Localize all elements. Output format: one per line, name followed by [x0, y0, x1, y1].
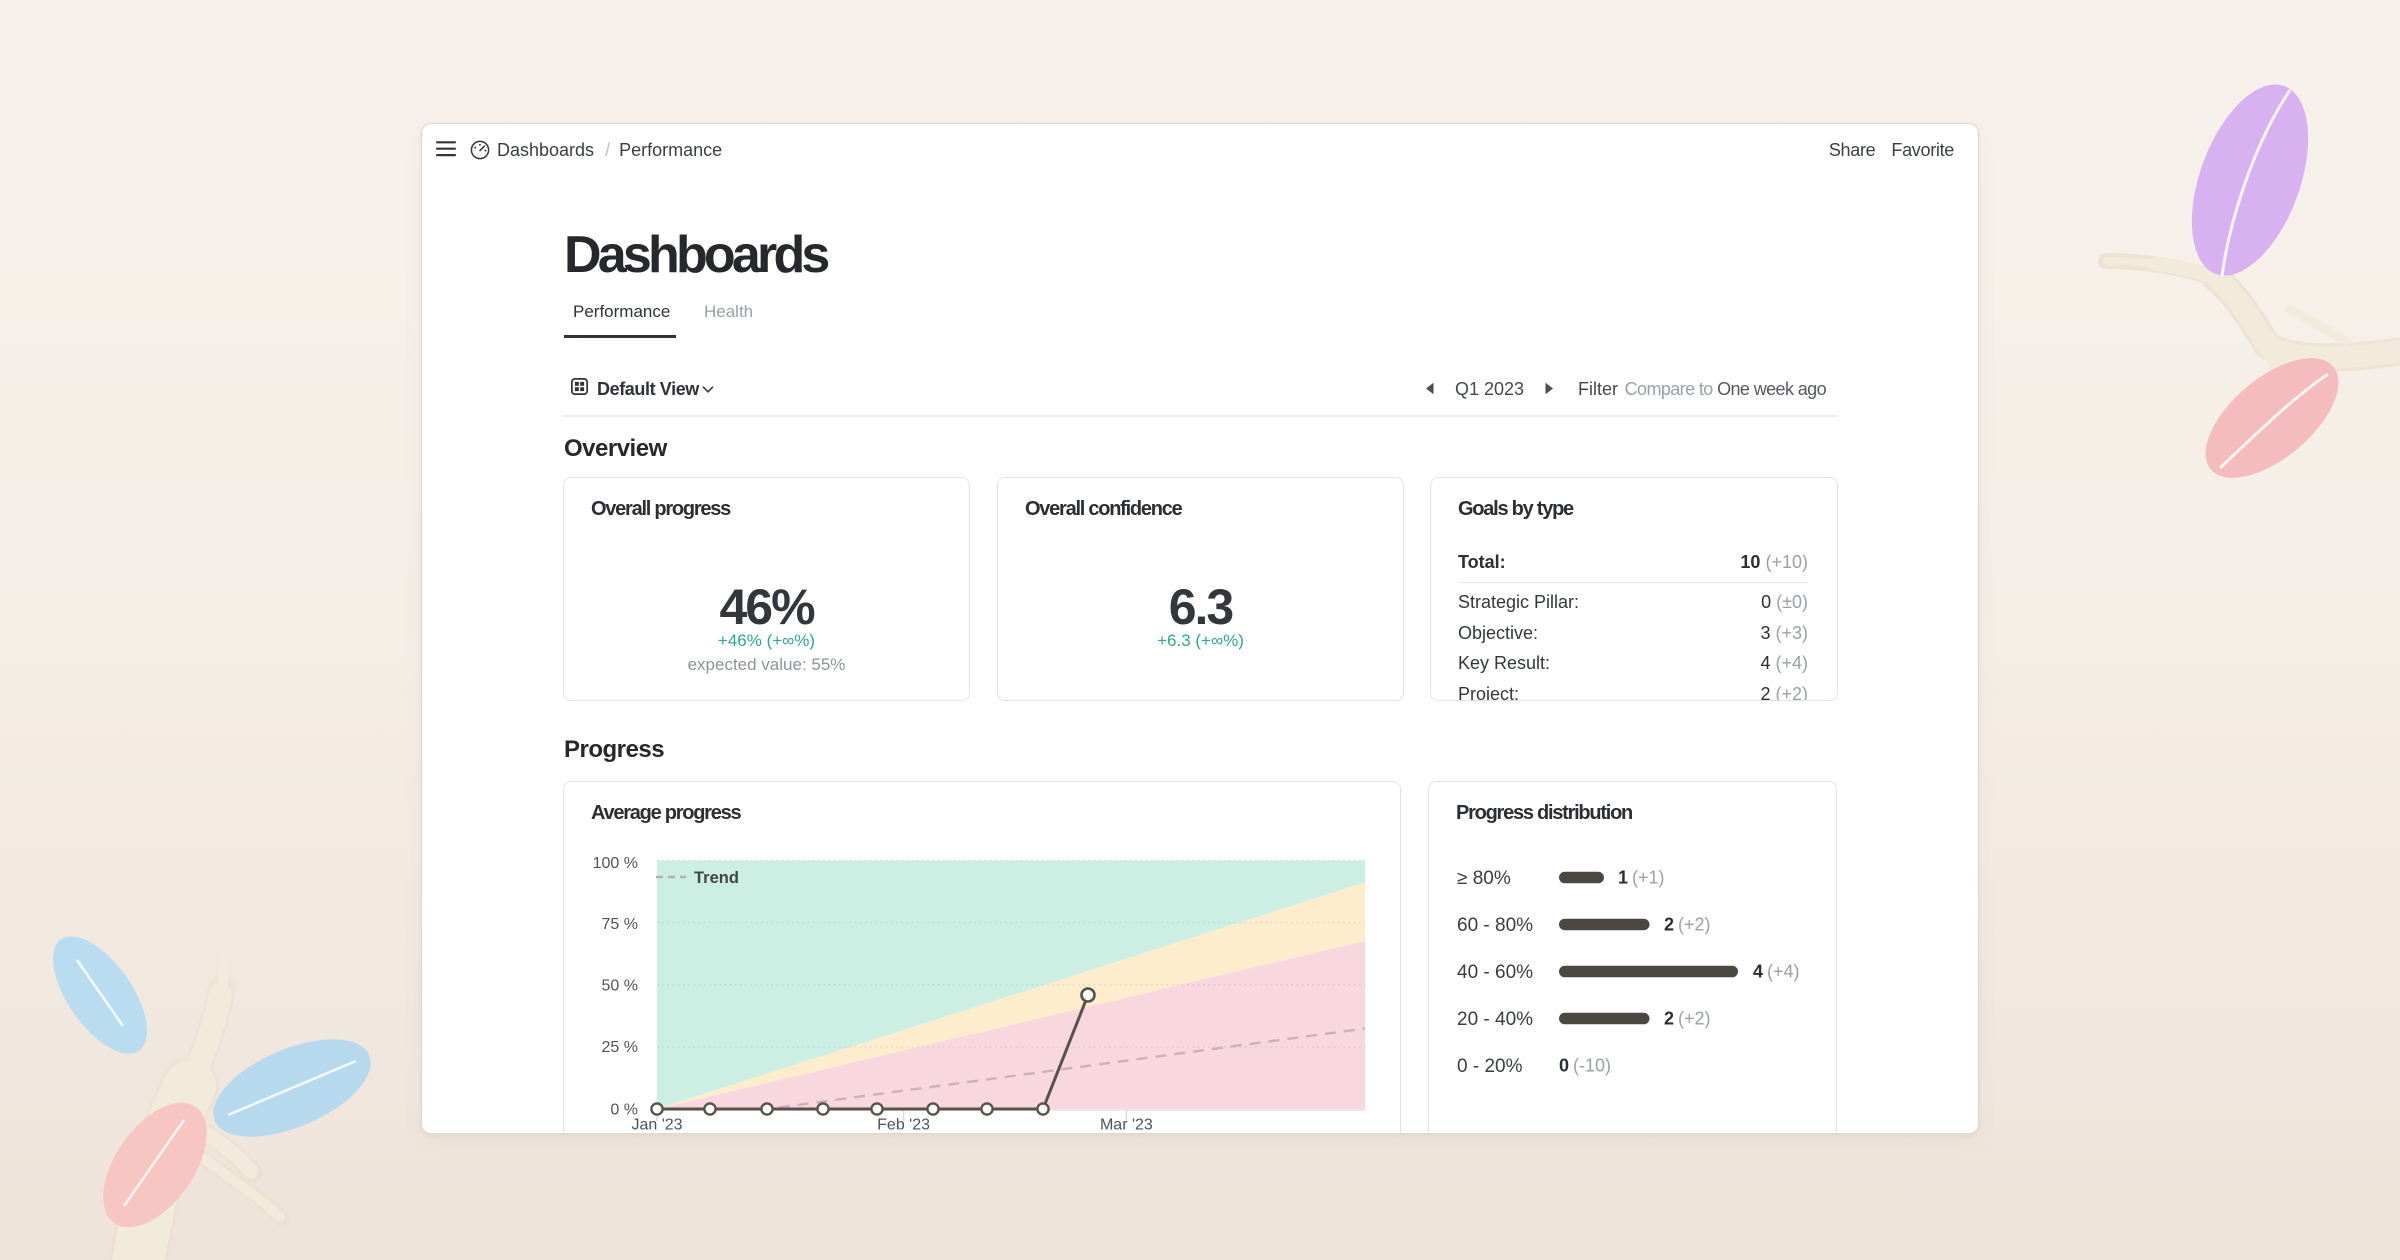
- svg-text:0 %: 0 %: [610, 1101, 638, 1118]
- svg-text:40 - 60%: 40 - 60%: [1457, 962, 1533, 983]
- svg-text:0 - 20%: 0 - 20%: [1457, 1056, 1523, 1077]
- svg-text:(+2): (+2): [1678, 1009, 1711, 1029]
- svg-text:2: 2: [1664, 915, 1674, 935]
- svg-text:(+2): (+2): [1678, 915, 1711, 935]
- svg-text:Mar '23: Mar '23: [1100, 1117, 1153, 1134]
- svg-text:25 %: 25 %: [602, 1039, 638, 1056]
- svg-text:1: 1: [1618, 868, 1628, 888]
- svg-text:(-10): (-10): [1573, 1056, 1611, 1076]
- svg-text:Jan '23: Jan '23: [631, 1117, 682, 1134]
- svg-text:Feb '23: Feb '23: [877, 1117, 930, 1134]
- svg-text:75 %: 75 %: [602, 916, 638, 933]
- svg-text:50 %: 50 %: [602, 978, 638, 995]
- svg-text:(+4): (+4): [1767, 962, 1800, 982]
- svg-text:4: 4: [1753, 962, 1763, 982]
- svg-text:Trend: Trend: [694, 869, 739, 887]
- svg-text:2: 2: [1664, 1009, 1674, 1029]
- svg-text:20 - 40%: 20 - 40%: [1457, 1009, 1533, 1030]
- svg-text:60 - 80%: 60 - 80%: [1457, 915, 1533, 936]
- svg-text:≥ 80%: ≥ 80%: [1457, 868, 1511, 889]
- svg-text:(+1): (+1): [1632, 868, 1665, 888]
- svg-text:100 %: 100 %: [593, 855, 638, 872]
- svg-text:0: 0: [1559, 1056, 1569, 1076]
